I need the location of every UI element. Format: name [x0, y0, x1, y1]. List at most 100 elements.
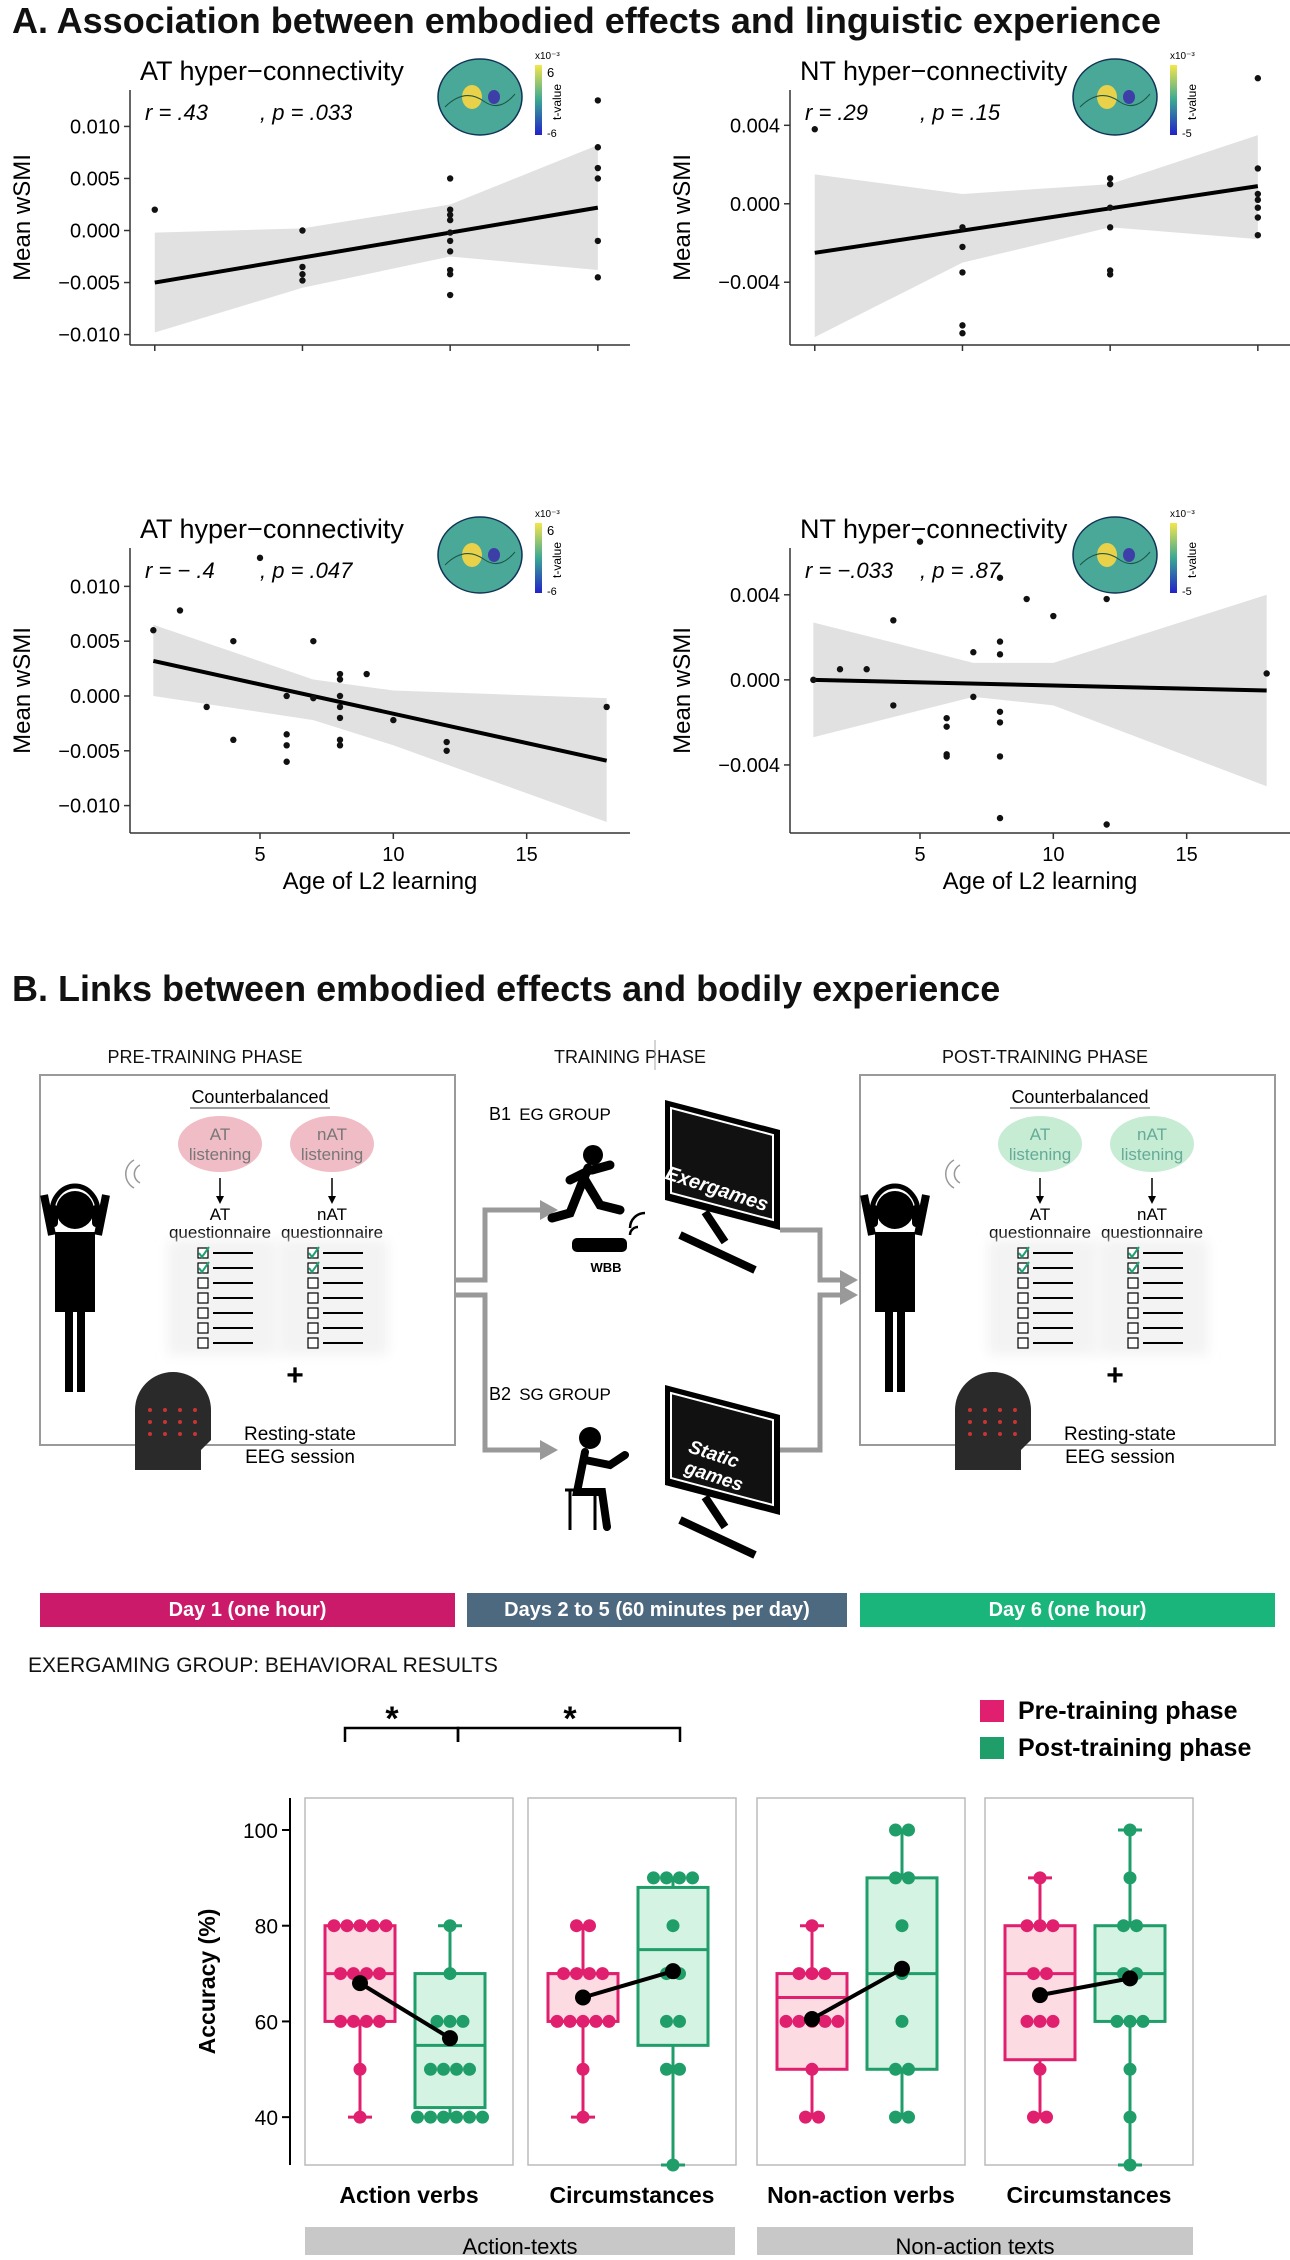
data-point — [970, 649, 977, 656]
training-design-diagram: CounterbalancedATlisteningnATlisteningAT… — [39, 1040, 1276, 1559]
monitor-screen — [670, 1391, 774, 1507]
data-point — [336, 703, 344, 711]
observation-dot — [353, 2110, 367, 2124]
wireless-icon — [628, 1211, 646, 1236]
nat-listening-bubble — [290, 1116, 374, 1172]
electrode — [178, 1408, 182, 1412]
behavior-boxplot: Pre-training phase Post-training phase * * 1… — [194, 1697, 1251, 2255]
electrode — [148, 1432, 152, 1436]
data-point — [446, 229, 454, 236]
regression-line — [154, 205, 599, 285]
head-silhouette — [955, 1372, 1031, 1470]
correlation-r: r = − .4 — [145, 558, 215, 583]
y-tick-label: −0.004 — [718, 272, 780, 294]
significance-star: * — [385, 1700, 399, 1738]
observation-dot — [576, 2014, 590, 2028]
observation-dot — [373, 2014, 386, 2028]
arrow-to-eg — [455, 1207, 545, 1283]
observation-dot — [1040, 1967, 1053, 1981]
checkbox — [1017, 1292, 1029, 1304]
group-bar-non-action — [757, 2227, 1193, 2255]
y-axis-label: Mean wSMI — [669, 154, 696, 281]
observation-dot — [660, 1871, 673, 1885]
mean-connector — [582, 1969, 674, 2000]
electrode — [1013, 1432, 1017, 1436]
observation-dot — [576, 2062, 590, 2076]
observation-dot — [334, 2014, 347, 2028]
correlation-p: , p = .033 — [260, 100, 353, 125]
diagram-text: WBB — [590, 1260, 621, 1275]
observation-dot — [563, 2014, 577, 2028]
post-phase-box — [859, 1074, 1276, 1446]
x-tick-label: 5 — [254, 844, 265, 866]
y-tick-label: −0.004 — [718, 755, 780, 777]
diagram-text: AT — [1030, 1125, 1050, 1144]
electrode — [193, 1420, 197, 1424]
data-point — [230, 637, 237, 645]
arrow-eg-to-post — [780, 1227, 845, 1283]
diagram-text: AT — [210, 1125, 230, 1144]
data-point — [151, 206, 158, 213]
y-tick-label: 0.005 — [70, 168, 120, 190]
electrode — [148, 1420, 152, 1424]
y-tick-label: 0.005 — [70, 631, 120, 653]
data-point — [959, 243, 966, 251]
data-point — [336, 670, 344, 678]
coldspot — [1123, 548, 1135, 562]
checkbox — [197, 1322, 209, 1334]
mean-point — [804, 2011, 820, 2028]
checkbox — [197, 1277, 209, 1289]
data-point — [1106, 175, 1114, 182]
diagram-text: nAT — [1137, 1205, 1167, 1224]
diagram-text: AT — [210, 1205, 230, 1224]
observation-dot — [1123, 1823, 1137, 1837]
hotspot — [1097, 85, 1117, 109]
y-tick-label: 0.010 — [70, 576, 120, 598]
observation-dot — [1123, 2158, 1137, 2172]
observation-dot — [895, 2014, 909, 2028]
data-point — [1106, 224, 1114, 231]
data-point — [446, 211, 454, 219]
check-mark — [1128, 1261, 1140, 1274]
observation-dot — [792, 2014, 806, 2028]
data-point — [1254, 231, 1262, 239]
scatter-panel-at-proficiency: AT hyper−connectivity 0.010 0.005 0.000 −0.0… — [9, 52, 630, 351]
arrow-sg-to-post-head — [840, 1285, 858, 1305]
data-point — [1050, 612, 1057, 620]
diagram-text: B1 — [489, 1104, 511, 1124]
observation-dot — [450, 2110, 463, 2124]
x-axis-label: Age of L2 learning — [283, 868, 478, 895]
headband — [49, 1183, 101, 1213]
data-point — [283, 731, 290, 738]
observation-dot — [443, 1967, 457, 1981]
data-point — [863, 666, 870, 673]
x-tick-label: 10 — [382, 844, 404, 866]
y-tick-label: 0.004 — [730, 115, 780, 137]
data-point — [970, 693, 977, 701]
electrode — [1013, 1420, 1017, 1424]
diagram-text: listening — [301, 1145, 363, 1164]
observation-dot — [557, 1967, 570, 1981]
checkbox — [197, 1307, 209, 1319]
checkbox — [1017, 1337, 1029, 1349]
diagram-text: Counterbalanced — [191, 1087, 328, 1107]
diagram-text: questionnaire — [1101, 1223, 1203, 1242]
colorbar — [1170, 523, 1177, 593]
observation-dot — [1046, 1919, 1060, 1933]
observation-dot — [647, 1871, 660, 1885]
check-mark — [198, 1246, 210, 1259]
checkbox — [307, 1322, 319, 1334]
checkbox — [1017, 1307, 1029, 1319]
observation-dot — [831, 2014, 845, 2028]
data-point — [446, 175, 454, 182]
colorbar — [535, 523, 542, 593]
diagram-text: Counterbalanced — [1011, 1087, 1148, 1107]
static-games-monitor-icon — [665, 1385, 780, 1559]
checkbox — [307, 1247, 319, 1259]
diagram-text: nAT — [317, 1205, 347, 1224]
diagram-text: SG GROUP — [519, 1385, 611, 1404]
y-tick-label: −0.010 — [58, 325, 120, 347]
observation-dot — [1110, 2014, 1124, 2028]
data-point — [1106, 271, 1114, 278]
mean-point — [442, 2030, 458, 2047]
